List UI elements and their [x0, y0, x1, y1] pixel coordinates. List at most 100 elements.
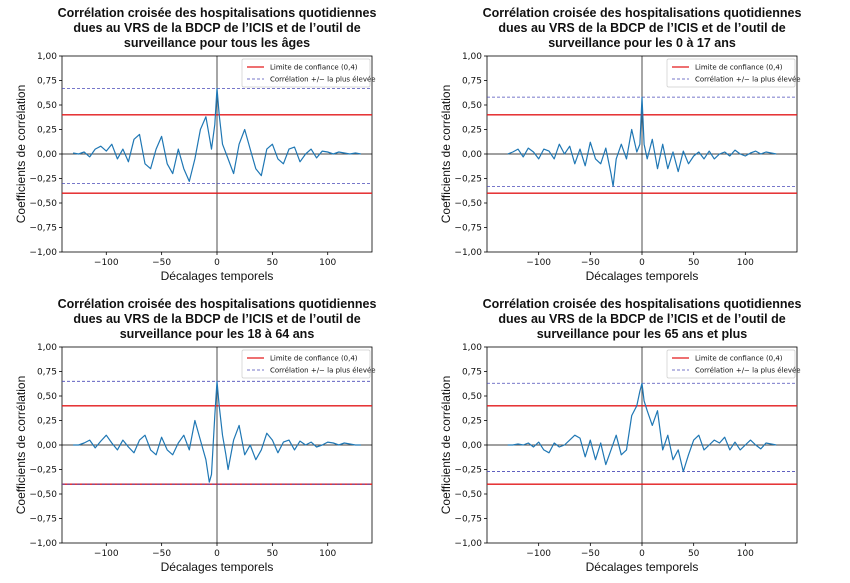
y-axis-label: Coefficients de corrélation — [439, 376, 453, 515]
cross-correlation-series-line — [72, 87, 362, 182]
y-tick-label: 0,00 — [462, 441, 482, 451]
y-axis-label: Coefficients de corrélation — [14, 376, 28, 515]
y-tick-label: 0,25 — [462, 126, 482, 136]
y-tick-label: 0,00 — [37, 441, 57, 451]
x-tick-label: 50 — [267, 549, 279, 559]
y-tick-label: 1,00 — [37, 343, 57, 353]
x-tick-label: 100 — [737, 258, 754, 268]
y-tick-label: 0,00 — [462, 150, 482, 160]
y-tick-label: 1,00 — [462, 52, 482, 62]
x-tick-label: −100 — [526, 549, 551, 559]
chart-title-line: Corrélation croisée des hospitalisations… — [483, 297, 802, 311]
y-tick-label: 1,00 — [462, 343, 482, 353]
y-tick-label: 0,50 — [37, 101, 57, 111]
chart-title-line: Corrélation croisée des hospitalisations… — [58, 6, 377, 20]
chart-title-line: dues au VRS de la BDCP de l’ICIS et de l… — [73, 312, 360, 326]
chart-svg: Corrélation croisée des hospitalisations… — [14, 6, 377, 283]
y-tick-label: −0,50 — [29, 199, 57, 209]
chart-panel-65-ans-et-plus: Corrélation croisée des hospitalisations… — [425, 291, 850, 582]
y-tick-label: 0,50 — [37, 392, 57, 402]
legend-max-correlation-label: Corrélation +/− la plus élevée — [695, 367, 801, 375]
chart-panel-0-17-ans: Corrélation croisée des hospitalisations… — [425, 0, 850, 291]
x-tick-label: −100 — [94, 258, 119, 268]
y-tick-label: −0,75 — [454, 515, 482, 525]
y-tick-label: 0,75 — [37, 368, 57, 378]
legend-max-correlation-label: Corrélation +/− la plus élevée — [270, 367, 376, 375]
chart-svg: Corrélation croisée des hospitalisations… — [14, 297, 377, 574]
y-axis-label: Coefficients de corrélation — [439, 85, 453, 224]
y-tick-label: −1,00 — [29, 248, 57, 258]
x-tick-label: 100 — [737, 549, 754, 559]
y-tick-label: −0,25 — [29, 175, 57, 185]
x-tick-label: 50 — [688, 258, 700, 268]
cross-correlation-series-line — [507, 382, 777, 473]
y-axis-label: Coefficients de corrélation — [14, 85, 28, 224]
x-tick-label: −50 — [152, 549, 171, 559]
y-tick-label: 0,75 — [462, 77, 482, 87]
legend-confidence-label: Limite de confiance (0,4) — [695, 64, 783, 72]
y-tick-label: −1,00 — [454, 539, 482, 549]
chart-svg: Corrélation croisée des hospitalisations… — [439, 6, 802, 283]
legend: Limite de confiance (0,4) Corrélation +/−… — [666, 58, 801, 88]
y-tick-label: 0,50 — [462, 101, 482, 111]
chart-title-line: Corrélation croisée des hospitalisations… — [483, 6, 802, 20]
x-tick-label: −50 — [152, 258, 171, 268]
x-tick-label: 50 — [267, 258, 279, 268]
x-axis-label: Décalages temporels — [161, 560, 274, 574]
y-tick-label: 0,25 — [462, 417, 482, 427]
x-tick-label: 100 — [319, 258, 336, 268]
y-tick-label: −0,50 — [454, 199, 482, 209]
y-tick-label: −0,75 — [29, 224, 57, 234]
legend-box — [666, 349, 796, 379]
x-tick-label: 0 — [639, 258, 645, 268]
legend: Limite de confiance (0,4) Corrélation +/−… — [241, 349, 376, 379]
x-tick-label: −50 — [581, 549, 600, 559]
x-axis-label: Décalages temporels — [161, 269, 274, 283]
legend-confidence-label: Limite de confiance (0,4) — [270, 64, 358, 72]
chart-panel-tous-ages: Corrélation croisée des hospitalisations… — [0, 0, 425, 291]
legend-box — [241, 58, 371, 88]
y-tick-label: 0,00 — [37, 150, 57, 160]
x-tick-label: −100 — [526, 258, 551, 268]
chart-title-line: Corrélation croisée des hospitalisations… — [58, 297, 377, 311]
y-tick-label: 0,25 — [37, 417, 57, 427]
y-tick-label: −0,25 — [454, 466, 482, 476]
chart-title-line: dues au VRS de la BDCP de l’ICIS et de l… — [73, 21, 360, 35]
chart-title-line: surveillance pour les 18 à 64 ans — [120, 327, 315, 341]
legend-max-correlation-label: Corrélation +/− la plus élevée — [270, 76, 376, 84]
y-tick-label: −0,75 — [29, 515, 57, 525]
y-tick-label: −1,00 — [29, 539, 57, 549]
legend-confidence-label: Limite de confiance (0,4) — [270, 355, 358, 363]
chart-title-line: surveillance pour tous les âges — [124, 36, 310, 50]
chart-title-line: surveillance pour les 0 à 17 ans — [548, 36, 736, 50]
chart-panel-18-64-ans: Corrélation croisée des hospitalisations… — [0, 291, 425, 582]
legend-confidence-label: Limite de confiance (0,4) — [695, 355, 783, 363]
y-tick-label: 1,00 — [37, 52, 57, 62]
chart-title-line: dues au VRS de la BDCP de l’ICIS et de l… — [498, 21, 785, 35]
legend-box — [666, 58, 796, 88]
x-tick-label: 50 — [688, 549, 700, 559]
x-tick-label: 100 — [319, 549, 336, 559]
y-tick-label: −0,75 — [454, 224, 482, 234]
y-tick-label: −0,50 — [454, 490, 482, 500]
x-tick-label: −50 — [581, 258, 600, 268]
x-tick-label: 0 — [639, 549, 645, 559]
cross-correlation-series-line — [73, 380, 361, 483]
chart-svg: Corrélation croisée des hospitalisations… — [439, 297, 802, 574]
cross-correlation-series-line — [507, 96, 777, 187]
y-tick-label: 0,75 — [462, 368, 482, 378]
x-tick-label: 0 — [214, 549, 220, 559]
legend: Limite de confiance (0,4) Corrélation +/−… — [666, 349, 801, 379]
x-tick-label: −100 — [94, 549, 119, 559]
y-tick-label: −0,25 — [454, 175, 482, 185]
x-axis-label: Décalages temporels — [586, 269, 699, 283]
y-tick-label: −1,00 — [454, 248, 482, 258]
y-tick-label: 0,75 — [37, 77, 57, 87]
y-tick-label: 0,50 — [462, 392, 482, 402]
y-tick-label: −0,25 — [29, 466, 57, 476]
legend: Limite de confiance (0,4) Corrélation +/−… — [241, 58, 376, 88]
legend-box — [241, 349, 371, 379]
legend-max-correlation-label: Corrélation +/− la plus élevée — [695, 76, 801, 84]
x-axis-label: Décalages temporels — [586, 560, 699, 574]
chart-title-line: dues au VRS de la BDCP de l’ICIS et de l… — [498, 312, 785, 326]
